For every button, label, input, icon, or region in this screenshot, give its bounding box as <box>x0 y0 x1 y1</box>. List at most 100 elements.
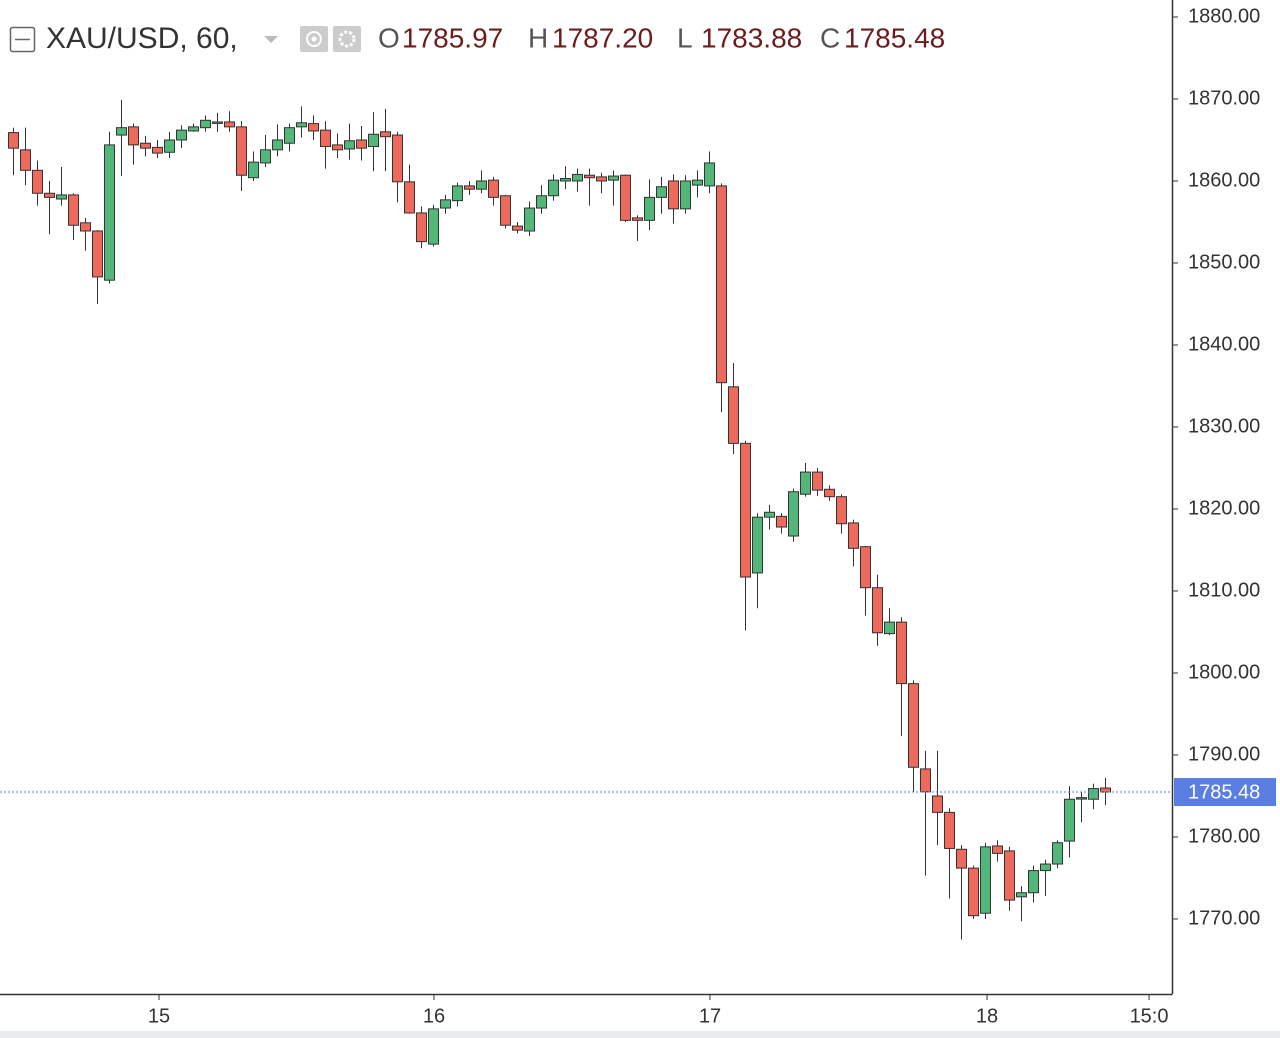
candle-body <box>488 179 499 198</box>
y-tick-label: 1800.00 <box>1188 661 1260 683</box>
candle-body <box>572 173 583 182</box>
candle-body <box>176 129 187 141</box>
header: XAU/USD, 60, O 1785.97 H 1787.20 L 1783.88 C 17… <box>9 22 945 55</box>
candle-body <box>68 194 79 226</box>
candle-body <box>848 522 859 549</box>
y-tick-label: 1770.00 <box>1188 907 1260 929</box>
candle-body <box>164 139 175 153</box>
candle-body <box>704 162 715 187</box>
candle-body <box>212 121 223 124</box>
candle-body <box>932 795 943 813</box>
settings-icon <box>338 30 356 48</box>
bottom-strip <box>0 1031 1280 1038</box>
candle-body <box>656 186 667 198</box>
legend-label: O <box>378 22 400 53</box>
candle-body <box>236 126 247 176</box>
candle-body <box>20 149 31 171</box>
candle-body <box>152 146 163 154</box>
candle-body <box>464 185 475 190</box>
candle-body <box>224 121 235 128</box>
candle-body <box>1052 842 1063 865</box>
candle-body <box>392 134 403 183</box>
candle-body <box>248 161 259 179</box>
candle-body <box>512 225 523 231</box>
dropdown-arrow[interactable] <box>264 36 278 43</box>
visibility-icon-dot <box>311 36 317 42</box>
y-tick-label: 1820.00 <box>1188 497 1260 519</box>
candle-body <box>1100 787 1111 793</box>
candle-body <box>260 149 271 164</box>
candle-body <box>632 217 643 221</box>
legend-value: 1785.48 <box>844 22 945 53</box>
candle-body <box>44 192 55 198</box>
candle-body <box>740 442 751 578</box>
plot-area <box>0 99 1172 940</box>
candle-body <box>368 133 379 148</box>
candle-body <box>272 139 283 151</box>
legend-label: C <box>820 22 840 53</box>
ohlc-legend: O 1785.97 H 1787.20 L 1783.88 C 1785.48 <box>378 22 945 53</box>
visibility-icon <box>306 31 322 47</box>
y-tick-label: 1860.00 <box>1188 169 1260 191</box>
candle-body <box>584 174 595 179</box>
last-price-label: 1785.48 <box>1188 781 1260 803</box>
candle-body <box>860 546 871 589</box>
y-tick-label: 1840.00 <box>1188 333 1260 355</box>
candle-body <box>1040 863 1051 872</box>
candle-body <box>812 471 823 491</box>
legend-label: L <box>677 22 693 53</box>
candle-body <box>536 195 547 209</box>
candle-body <box>788 491 799 537</box>
candle-body <box>56 194 67 200</box>
candle-body <box>404 181 415 214</box>
candle-body <box>296 122 307 128</box>
candle-body <box>104 144 115 281</box>
candle-body <box>776 515 787 528</box>
candle-body <box>1064 798 1075 842</box>
candle-body <box>668 180 679 210</box>
candle-body <box>320 129 331 148</box>
y-tick-label: 1880.00 <box>1188 5 1260 27</box>
candle-body <box>440 199 451 209</box>
legend-value: 1785.97 <box>402 22 503 53</box>
candle-body <box>560 178 571 182</box>
y-tick-label: 1830.00 <box>1188 415 1260 437</box>
candle-body <box>908 683 919 768</box>
legend-value: 1787.20 <box>552 22 653 53</box>
x-tick-label: 16 <box>423 1005 445 1027</box>
settings-button[interactable] <box>333 26 361 52</box>
candle-body <box>200 119 211 129</box>
collapse-icon[interactable] <box>9 26 36 53</box>
candle-body <box>356 139 367 149</box>
candle-body <box>752 516 763 574</box>
candle-body <box>308 123 319 132</box>
legend-value: 1783.88 <box>701 22 802 53</box>
candle-body <box>872 587 883 634</box>
candle-body <box>32 169 43 194</box>
candle-body <box>344 140 355 150</box>
candle-body <box>716 185 727 384</box>
x-tick-label: 15 <box>148 1005 170 1027</box>
candle-body <box>824 488 835 498</box>
symbol: XAU/USD, 60, <box>46 22 238 55</box>
candle-body <box>140 142 151 149</box>
candle-body <box>620 174 631 221</box>
x-tick-label: 17 <box>699 1005 721 1027</box>
candle-body <box>968 867 979 917</box>
candle-body <box>452 185 463 202</box>
candle-body <box>1004 850 1015 901</box>
candle-body <box>728 386 739 444</box>
y-tick-label: 1850.00 <box>1188 251 1260 273</box>
y-tick-label: 1870.00 <box>1188 87 1260 109</box>
candle-body <box>980 846 991 914</box>
candle-body <box>284 127 295 144</box>
x-tick-label: 18 <box>976 1005 998 1027</box>
candle-body <box>692 179 703 186</box>
candle-body <box>80 222 91 232</box>
candle-body <box>944 811 955 849</box>
y-tick-label: 1790.00 <box>1188 743 1260 765</box>
candle-body <box>896 621 907 685</box>
